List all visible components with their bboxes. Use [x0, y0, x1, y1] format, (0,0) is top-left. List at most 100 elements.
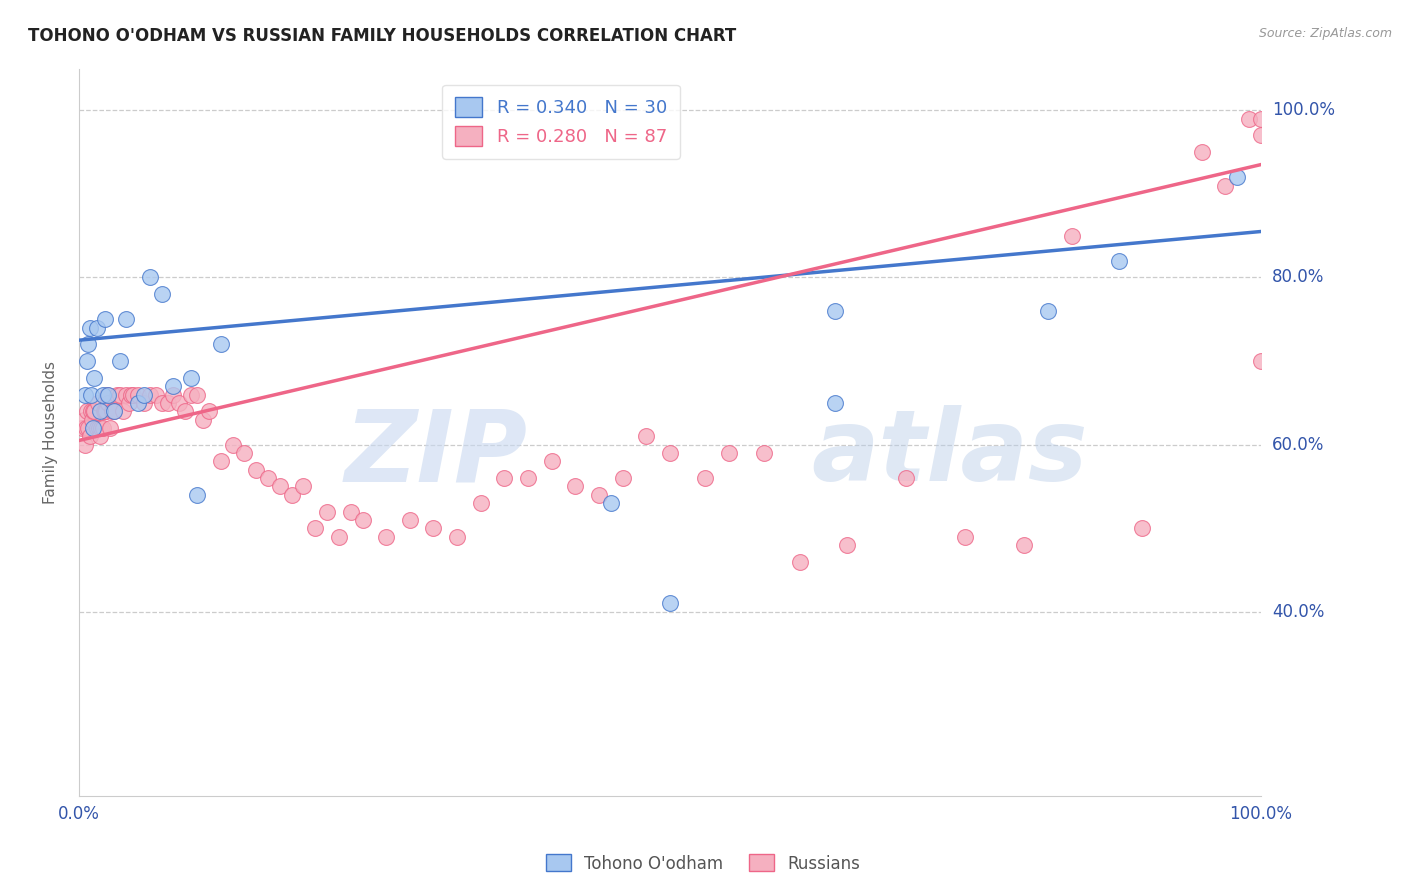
- Point: [398, 513, 420, 527]
- Point: [75, 421, 97, 435]
- Text: 60.0%: 60.0%: [1272, 435, 1324, 454]
- Point: [540, 454, 562, 468]
- Point: [89, 429, 111, 443]
- Point: [89, 404, 111, 418]
- Point: [110, 354, 132, 368]
- Point: [894, 471, 917, 485]
- Point: [955, 530, 977, 544]
- Point: [754, 446, 776, 460]
- Point: [103, 404, 125, 418]
- Point: [80, 404, 103, 418]
- Point: [180, 387, 202, 401]
- Text: 80.0%: 80.0%: [1272, 268, 1324, 286]
- Point: [120, 387, 142, 401]
- Point: [517, 471, 540, 485]
- Point: [824, 396, 846, 410]
- Point: [115, 312, 138, 326]
- Point: [269, 479, 291, 493]
- Point: [789, 555, 811, 569]
- Point: [169, 396, 191, 410]
- Point: [162, 379, 184, 393]
- Point: [103, 404, 125, 418]
- Point: [73, 412, 96, 426]
- Point: [835, 538, 858, 552]
- Point: [91, 421, 114, 435]
- Point: [82, 404, 104, 418]
- Point: [1250, 112, 1272, 126]
- Point: [422, 521, 444, 535]
- Text: TOHONO O'ODHAM VS RUSSIAN FAMILY HOUSEHOLDS CORRELATION CHART: TOHONO O'ODHAM VS RUSSIAN FAMILY HOUSEHO…: [28, 27, 737, 45]
- Point: [1250, 128, 1272, 143]
- Point: [717, 446, 740, 460]
- Point: [94, 312, 117, 326]
- Point: [86, 421, 108, 435]
- Point: [695, 471, 717, 485]
- Point: [209, 454, 232, 468]
- Point: [139, 387, 162, 401]
- Point: [77, 337, 100, 351]
- Point: [98, 421, 121, 435]
- Point: [96, 387, 118, 401]
- Point: [174, 404, 197, 418]
- Point: [470, 496, 492, 510]
- Point: [101, 404, 124, 418]
- Point: [245, 463, 267, 477]
- Point: [824, 304, 846, 318]
- Point: [79, 320, 101, 334]
- Point: [111, 404, 134, 418]
- Point: [94, 404, 117, 418]
- Point: [1060, 228, 1083, 243]
- Point: [150, 287, 173, 301]
- Point: [90, 421, 112, 435]
- Text: 100.0%: 100.0%: [1272, 102, 1334, 120]
- Point: [186, 387, 208, 401]
- Point: [352, 513, 374, 527]
- Point: [110, 387, 132, 401]
- Point: [636, 429, 658, 443]
- Point: [375, 530, 398, 544]
- Point: [221, 438, 243, 452]
- Point: [83, 404, 105, 418]
- Point: [233, 446, 256, 460]
- Point: [76, 354, 98, 368]
- Text: atlas: atlas: [811, 406, 1088, 502]
- Point: [79, 429, 101, 443]
- Point: [1237, 112, 1260, 126]
- Point: [105, 387, 128, 401]
- Point: [162, 387, 184, 401]
- Point: [76, 404, 98, 418]
- Legend: Tohono O'odham, Russians: Tohono O'odham, Russians: [540, 847, 866, 880]
- Point: [127, 387, 149, 401]
- Point: [612, 471, 634, 485]
- Point: [494, 471, 516, 485]
- Point: [1014, 538, 1036, 552]
- Point: [145, 387, 167, 401]
- Point: [93, 404, 115, 418]
- Point: [87, 396, 110, 410]
- Point: [599, 496, 621, 510]
- Point: [83, 371, 105, 385]
- Point: [115, 387, 138, 401]
- Point: [316, 504, 339, 518]
- Point: [82, 421, 104, 435]
- Point: [132, 396, 155, 410]
- Point: [564, 479, 586, 493]
- Y-axis label: Family Households: Family Households: [44, 360, 58, 504]
- Point: [658, 597, 681, 611]
- Point: [1213, 178, 1236, 193]
- Point: [1191, 145, 1213, 160]
- Point: [77, 421, 100, 435]
- Point: [86, 320, 108, 334]
- Point: [658, 446, 681, 460]
- Point: [1132, 521, 1154, 535]
- Point: [87, 421, 110, 435]
- Text: 40.0%: 40.0%: [1272, 603, 1324, 621]
- Point: [328, 530, 350, 544]
- Point: [97, 396, 120, 410]
- Point: [186, 488, 208, 502]
- Point: [139, 270, 162, 285]
- Point: [80, 387, 103, 401]
- Point: [72, 421, 94, 435]
- Point: [132, 387, 155, 401]
- Text: Source: ZipAtlas.com: Source: ZipAtlas.com: [1258, 27, 1392, 40]
